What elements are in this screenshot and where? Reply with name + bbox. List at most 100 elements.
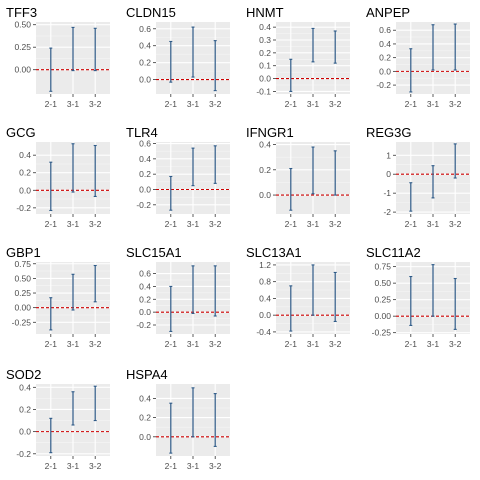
x-tick-label: 3-1 (427, 339, 440, 349)
x-tick-label: 2-1 (285, 339, 298, 349)
errorbar-3-2 (453, 143, 457, 179)
errorbar-3-1 (191, 265, 195, 314)
y-tick-label: -0.2 (136, 320, 151, 330)
facet-title: CLDN15 (126, 5, 176, 20)
facet-slc13a1: SLC13A1 -0.4 0.0 0.4 0.8 1.2 2-1 3-1 3-2 (246, 245, 350, 349)
x-tick-label: 2-1 (405, 219, 418, 229)
y-tick-label: 0.4 (139, 41, 151, 51)
y-tick-label: 0.0 (19, 185, 31, 195)
errorbar-3-1 (431, 165, 435, 199)
y-tick-label: 0.2 (379, 53, 391, 63)
facet-tlr4: TLR4 -0.2 0.0 0.2 0.4 0.6 2-1 3-1 3-2 (126, 125, 230, 229)
y-tick-label: 0.4 (379, 39, 391, 49)
errorbar-3-2 (333, 271, 337, 322)
x-tick-label: 3-1 (427, 219, 440, 229)
y-tick-label: 0.00 (14, 303, 31, 313)
y-tick-label: 0.0 (19, 427, 31, 437)
facet-title: HNMT (246, 5, 284, 20)
errorbar-3-1 (431, 264, 435, 317)
y-tick-label: -0.2 (136, 200, 151, 210)
x-tick-label: 3-1 (67, 461, 80, 471)
errorbar-3-1 (71, 273, 75, 311)
y-tick-label: 0.00 (374, 311, 391, 321)
facet-title: TFF3 (6, 5, 37, 20)
x-tick-label: 2-1 (285, 219, 298, 229)
x-tick-label: 3-2 (89, 99, 102, 109)
x-tick-label: 3-2 (329, 99, 342, 109)
facet-title: SOD2 (6, 367, 41, 382)
errorbar-3-2 (213, 40, 217, 92)
y-tick-label: 0.0 (259, 190, 271, 200)
errorbar-3-2 (93, 27, 97, 72)
errorbar-3-1 (431, 24, 435, 71)
x-tick-label: 3-2 (209, 219, 222, 229)
y-tick-label: -1 (383, 188, 391, 198)
x-tick-label: 3-1 (187, 99, 200, 109)
x-tick-label: 3-2 (89, 461, 102, 471)
x-tick-label: 3-2 (449, 219, 462, 229)
y-tick-label: 1.2 (259, 260, 271, 270)
x-tick-label: 2-1 (165, 339, 178, 349)
y-tick-label: 0.2 (19, 168, 31, 178)
errorbar-2-1 (289, 58, 293, 92)
x-tick-label: 3-2 (209, 339, 222, 349)
y-tick-label: -0.25 (12, 317, 32, 327)
facet-title: GCG (6, 125, 36, 140)
x-tick-label: 3-2 (449, 339, 462, 349)
errorbar-3-1 (71, 391, 75, 426)
y-tick-label: 0.3 (259, 35, 271, 45)
y-tick-label: 0.2 (19, 404, 31, 414)
y-tick-label: 1 (386, 150, 391, 160)
errorbar-2-1 (409, 182, 413, 212)
errorbar-3-2 (453, 23, 457, 71)
facet-gcg: GCG -0.2 0.0 0.2 0.4 2-1 3-1 3-2 (6, 125, 110, 229)
y-tick-label: 0.0 (139, 307, 151, 317)
errorbar-2-1 (169, 40, 173, 83)
x-tick-label: 2-1 (285, 99, 298, 109)
x-tick-label: 3-2 (89, 339, 102, 349)
y-tick-label: 0.6 (139, 139, 151, 149)
y-tick-label: 0.4 (259, 293, 271, 303)
errorbar-3-2 (453, 277, 457, 330)
x-tick-label: 3-1 (307, 99, 320, 109)
facet-title: REG3G (366, 125, 412, 140)
errorbar-3-2 (93, 385, 97, 422)
errorbar-3-1 (191, 387, 195, 438)
x-tick-label: 3-1 (67, 339, 80, 349)
facet-ifngr1: IFNGR1 0.0 0.2 0.4 2-1 3-1 3-2 (246, 125, 350, 229)
y-tick-label: 0.0 (259, 310, 271, 320)
y-tick-label: 0.6 (379, 25, 391, 35)
facet-tff3: TFF3 0.00 0.25 0.50 2-1 3-1 3-2 (6, 5, 110, 109)
x-tick-label: 3-2 (329, 219, 342, 229)
y-tick-label: -2 (383, 207, 391, 217)
facet-title: TLR4 (126, 125, 158, 140)
y-tick-label: 0.25 (14, 42, 31, 52)
y-tick-label: 0.25 (14, 288, 31, 298)
errorbar-2-1 (169, 402, 173, 454)
y-tick-label: -0.25 (372, 328, 392, 338)
y-tick-label: 0.25 (374, 295, 391, 305)
errorbar-2-1 (49, 47, 53, 92)
y-tick-label: -0.2 (16, 203, 31, 213)
errorbar-3-2 (213, 145, 217, 184)
y-tick-label: -0.4 (256, 327, 271, 337)
errorbar-2-1 (409, 275, 413, 326)
errorbar-2-1 (169, 175, 173, 211)
errorbar-2-1 (289, 167, 293, 211)
errorbar-3-1 (311, 27, 315, 63)
y-tick-label: 0.0 (259, 74, 271, 84)
x-tick-label: 3-1 (67, 219, 80, 229)
x-tick-label: 3-1 (187, 461, 200, 471)
facet-hspa4: HSPA4 0.0 0.2 0.4 2-1 3-1 3-2 (126, 367, 230, 471)
facet-title: HSPA4 (126, 367, 168, 382)
x-tick-label: 3-1 (187, 219, 200, 229)
y-tick-label: 0.6 (139, 269, 151, 279)
y-tick-label: 0.2 (259, 48, 271, 58)
x-tick-label: 3-1 (427, 99, 440, 109)
facet-title: SLC15A1 (126, 245, 182, 260)
y-tick-label: 0.2 (139, 58, 151, 68)
errorbar-2-1 (169, 285, 173, 332)
y-tick-label: -0.1 (256, 86, 271, 96)
errorbar-3-2 (213, 393, 217, 447)
